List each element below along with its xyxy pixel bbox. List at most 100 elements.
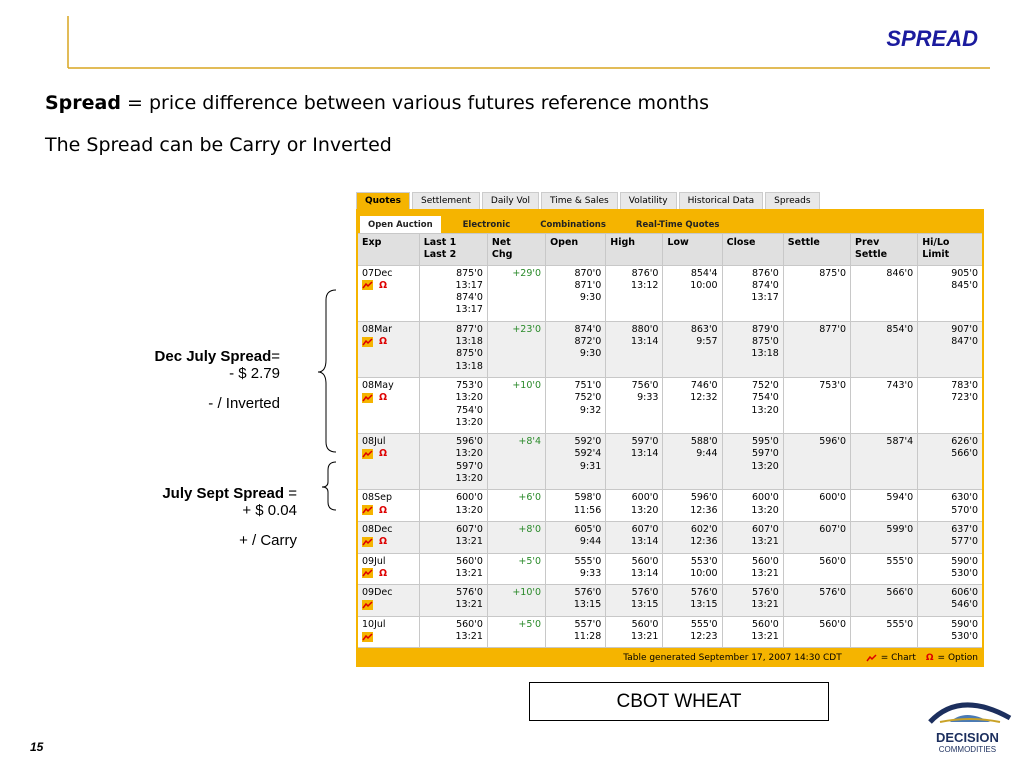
- generated-note: Table generated September 17, 2007 14:30…: [623, 652, 842, 663]
- cell-line: 847'0: [951, 336, 978, 348]
- header-line: Settle: [787, 237, 820, 248]
- cell-line: 560'0: [819, 555, 846, 567]
- data-cell: 560'0: [782, 552, 852, 586]
- cell-line: 13:20: [751, 404, 779, 416]
- exp-cell: 10Jul: [356, 615, 420, 649]
- header-line: High: [610, 237, 636, 248]
- cell-line: 576'0: [752, 587, 779, 599]
- cell-line: 874'0: [574, 323, 602, 335]
- tab[interactable]: Historical Data: [678, 192, 764, 209]
- tab[interactable]: Volatility: [619, 192, 677, 209]
- cell-line: 9:30: [579, 348, 602, 360]
- cell-line: 600'0: [752, 492, 779, 504]
- cell-line: 13:21: [455, 536, 483, 548]
- cell-line: 13:21: [455, 567, 483, 579]
- option-icon: Ω: [925, 652, 934, 663]
- cell-line: 600'0: [819, 492, 846, 504]
- cell-line: 576'0: [456, 587, 483, 599]
- icons: Ω: [362, 505, 415, 517]
- subtab[interactable]: Electronic: [462, 220, 511, 230]
- tab[interactable]: Daily Vol: [481, 192, 540, 209]
- tab[interactable]: Spreads: [765, 192, 820, 209]
- cell-line: 907'0: [951, 323, 978, 335]
- data-cell: 600'0 13:20: [721, 489, 784, 522]
- data-cell: 854'4 10:00: [662, 264, 723, 322]
- exp-label: 09Jul: [362, 555, 386, 567]
- cell-line: 10:00: [690, 279, 718, 291]
- cell-line: 13:21: [455, 599, 483, 611]
- cell-line: 874'0: [456, 292, 483, 304]
- chart-icon: [362, 448, 373, 459]
- icons: [362, 599, 415, 611]
- note: The Spread can be Carry or Inverted: [45, 134, 392, 156]
- table-row: 08May Ω 753'0 13:20 754'0 13:20 +10'0 751'0 752'…: [356, 376, 984, 435]
- cell-line: 595'0: [752, 436, 779, 448]
- data-cell: 753'0 13:20 754'0 13:20: [418, 376, 488, 435]
- subtab[interactable]: Real-Time Quotes: [635, 220, 720, 230]
- data-cell: 746'0 12:32: [662, 376, 723, 435]
- cell-line: 607'0: [631, 523, 659, 535]
- cell-line: 13:21: [751, 567, 779, 579]
- cell-line: 753'0: [819, 379, 846, 391]
- option-icon: Ω: [379, 504, 388, 516]
- cell-line: 566'0: [951, 448, 978, 460]
- cell-line: 846'0: [886, 267, 914, 279]
- cell-line: 880'0: [631, 323, 659, 335]
- cell-line: 13:14: [631, 536, 659, 548]
- cell-line: 756'0: [631, 379, 659, 391]
- chart-icon: [362, 280, 373, 291]
- caption: CBOT WHEAT: [529, 682, 829, 721]
- tab[interactable]: Time & Sales: [541, 192, 618, 209]
- table-row: 09Dec 576'0 13:21 +10'0 576'0 13:15 576'0 13:15…: [356, 584, 984, 617]
- cell-line: 555'0: [886, 555, 914, 567]
- cell-line: +23'0: [512, 323, 542, 335]
- data-cell: 877'0: [782, 320, 852, 378]
- cell-line: 560'0: [752, 555, 779, 567]
- cell-line: 11:56: [573, 504, 602, 516]
- data-cell: 594'0: [849, 489, 919, 522]
- cell-line: 546'0: [951, 599, 978, 611]
- tab[interactable]: Settlement: [412, 192, 480, 209]
- cell-line: 13:20: [455, 473, 483, 485]
- cell-line: 743'0: [886, 379, 914, 391]
- quotes-table-widget: Quotes Settlement Daily Vol Time & Sales Vol…: [356, 192, 984, 668]
- cell-line: 607'0: [819, 523, 846, 535]
- data-cell: 606'0 546'0: [917, 584, 984, 617]
- cell-line: 877'0: [456, 323, 483, 335]
- data-cell: 555'0 12:23: [662, 615, 723, 649]
- cell-line: 754'0: [752, 392, 779, 404]
- cell-line: 9:44: [696, 448, 718, 460]
- exp-cell: 08May Ω: [356, 376, 420, 435]
- data-cell: 876'0 13:12: [605, 264, 664, 322]
- cell-line: 596'0: [690, 492, 718, 504]
- data-cell: 560'0: [782, 615, 852, 649]
- cell-line: +6'0: [518, 492, 542, 504]
- exp-label: 10Jul: [362, 618, 386, 630]
- exp-label: 08Mar: [362, 323, 393, 335]
- cell-line: 905'0: [951, 267, 978, 279]
- data-cell: 600'0 13:20: [605, 489, 664, 522]
- chart-icon: [362, 505, 373, 516]
- cell-line: 592'4: [574, 448, 602, 460]
- cell-line: 599'0: [886, 523, 914, 535]
- header-line: Prev: [855, 237, 880, 248]
- column-header: Net Chg: [486, 233, 547, 266]
- exp-label: 07Dec: [362, 267, 393, 279]
- data-cell: 555'0: [849, 552, 919, 586]
- subtab[interactable]: Combinations: [540, 220, 606, 230]
- cell-line: 9:32: [579, 404, 602, 416]
- cell-line: 13:20: [455, 416, 483, 428]
- cell-line: +29'0: [512, 267, 542, 279]
- subtab[interactable]: Open Auction: [360, 216, 441, 233]
- exp-cell: 07Dec Ω: [356, 264, 420, 322]
- cell-line: 596'0: [819, 436, 846, 448]
- icons: Ω: [362, 392, 415, 404]
- exp-label: 08Jul: [362, 436, 386, 448]
- cell-line: 13:14: [631, 567, 659, 579]
- data-cell: 587'4: [849, 433, 919, 491]
- tab[interactable]: Quotes: [356, 192, 411, 209]
- icons: Ω: [362, 336, 415, 348]
- data-cell: 596'0: [782, 433, 852, 491]
- slide-title: SPREAD: [886, 26, 978, 51]
